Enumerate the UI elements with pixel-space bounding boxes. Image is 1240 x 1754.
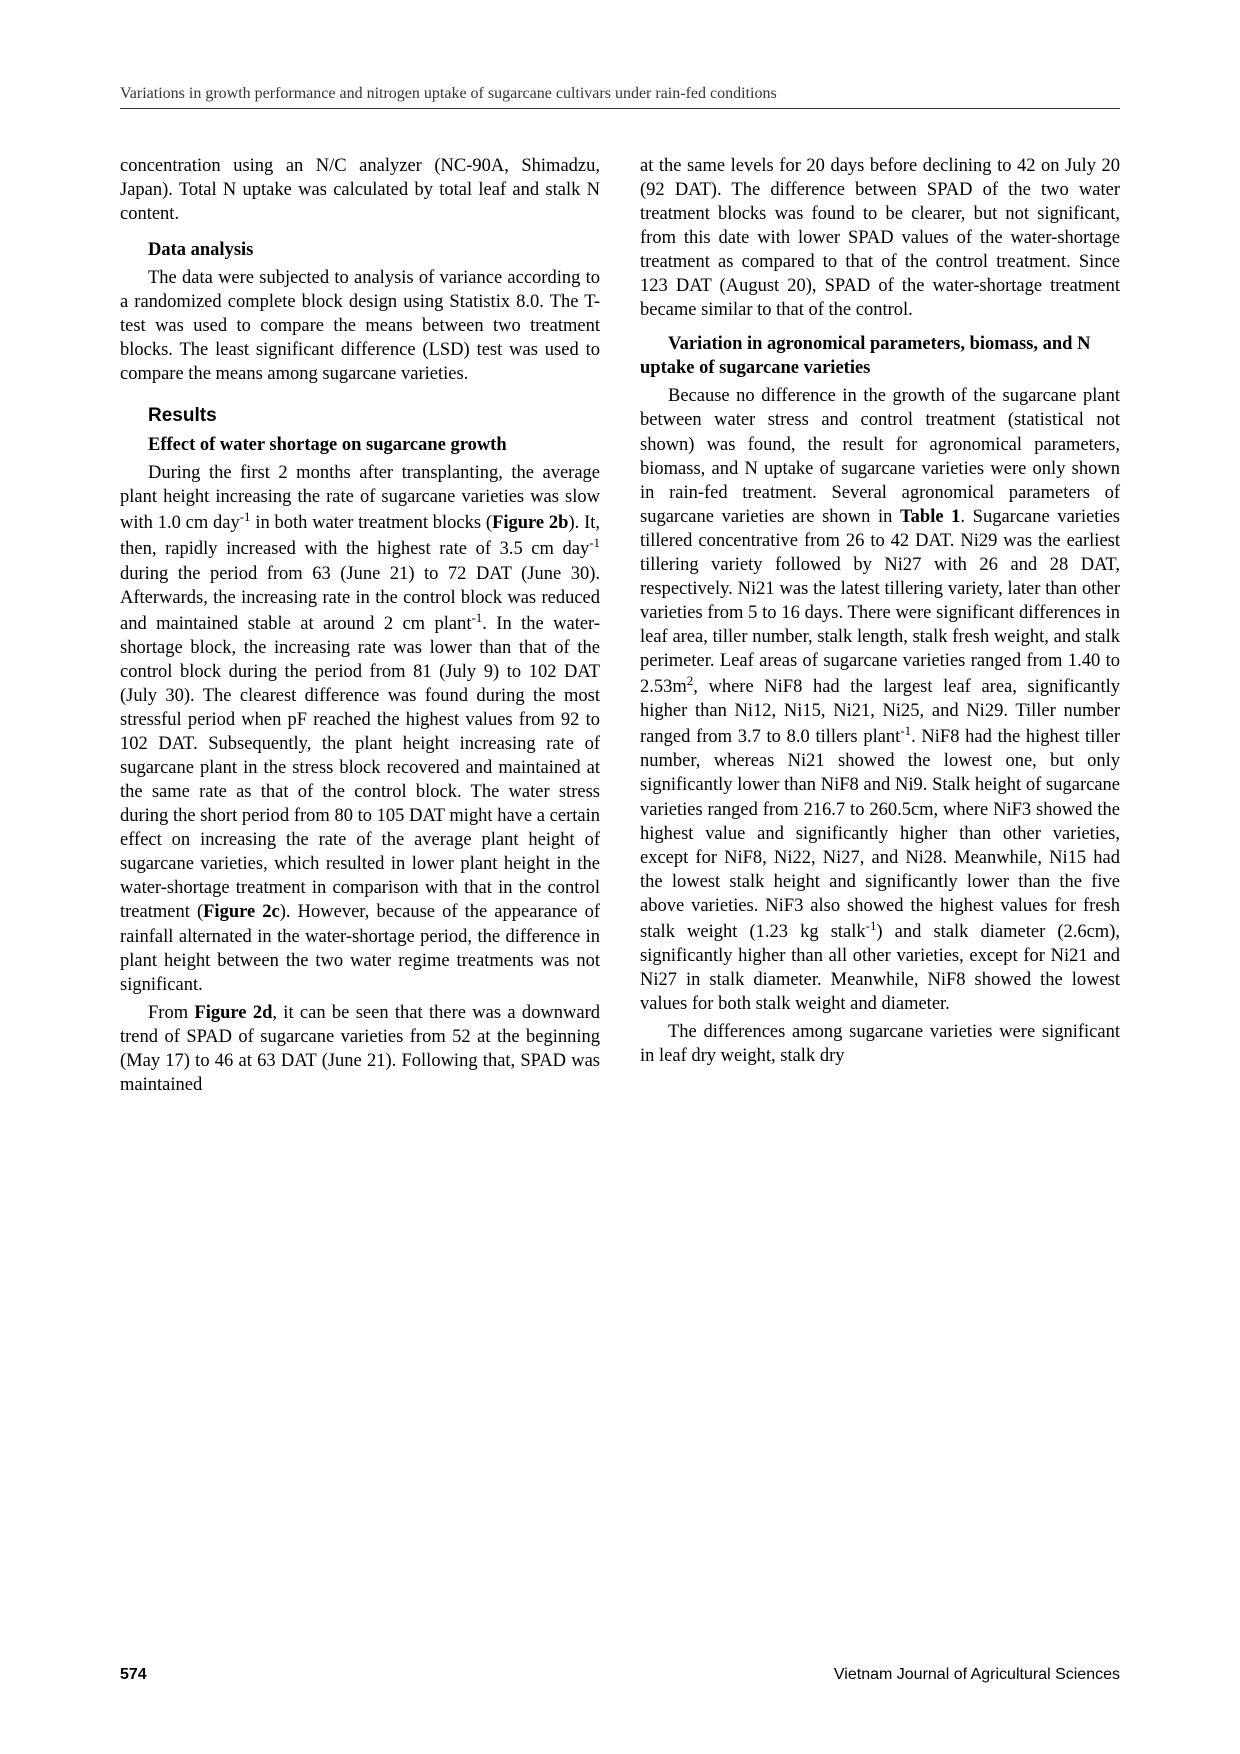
paragraph: During the first 2 months after transpla… bbox=[120, 461, 600, 997]
text-span: . NiF8 had the highest tiller number, wh… bbox=[640, 727, 1120, 942]
paragraph: The data were subjected to analysis of v… bbox=[120, 266, 600, 386]
subsection-heading-variation: Variation in agronomical parameters, bio… bbox=[640, 332, 1120, 380]
figure-ref: Figure 2c bbox=[203, 902, 280, 922]
superscript: -1 bbox=[866, 918, 877, 933]
right-column: at the same levels for 20 days before de… bbox=[640, 154, 1120, 1101]
superscript: -1 bbox=[589, 535, 600, 550]
text-span: in both water treatment blocks ( bbox=[251, 513, 493, 533]
superscript: -1 bbox=[240, 509, 251, 524]
paragraph: The differences among sugarcane varietie… bbox=[640, 1020, 1120, 1068]
text-span: . Sugarcane varieties tillered concentra… bbox=[640, 507, 1120, 697]
footer: 574 Vietnam Journal of Agricultural Scie… bbox=[120, 1666, 1120, 1684]
superscript: -1 bbox=[471, 610, 482, 625]
paragraph: Because no difference in the growth of t… bbox=[640, 384, 1120, 1016]
page-number: 574 bbox=[120, 1666, 147, 1684]
left-column: concentration using an N/C analyzer (NC-… bbox=[120, 154, 600, 1101]
running-header: Variations in growth performance and nit… bbox=[120, 85, 1120, 109]
figure-ref: Figure 2d bbox=[194, 1003, 272, 1023]
journal-name: Vietnam Journal of Agricultural Sciences bbox=[834, 1666, 1120, 1684]
figure-ref: Figure 2b bbox=[492, 513, 568, 533]
section-heading-data-analysis: Data analysis bbox=[120, 238, 600, 262]
text-span: Because no difference in the growth of t… bbox=[640, 386, 1120, 526]
superscript: -1 bbox=[900, 723, 911, 738]
paragraph: concentration using an N/C analyzer (NC-… bbox=[120, 154, 600, 226]
subsection-heading-water-shortage: Effect of water shortage on sugarcane gr… bbox=[120, 433, 600, 457]
text-span: . In the water-shortage block, the incre… bbox=[120, 614, 600, 923]
content-area: concentration using an N/C analyzer (NC-… bbox=[120, 154, 1120, 1101]
results-heading: Results bbox=[120, 404, 600, 429]
text-span: From bbox=[148, 1003, 194, 1023]
table-ref: Table 1 bbox=[900, 507, 960, 527]
paragraph: From Figure 2d, it can be seen that ther… bbox=[120, 1001, 600, 1097]
paragraph: at the same levels for 20 days before de… bbox=[640, 154, 1120, 322]
